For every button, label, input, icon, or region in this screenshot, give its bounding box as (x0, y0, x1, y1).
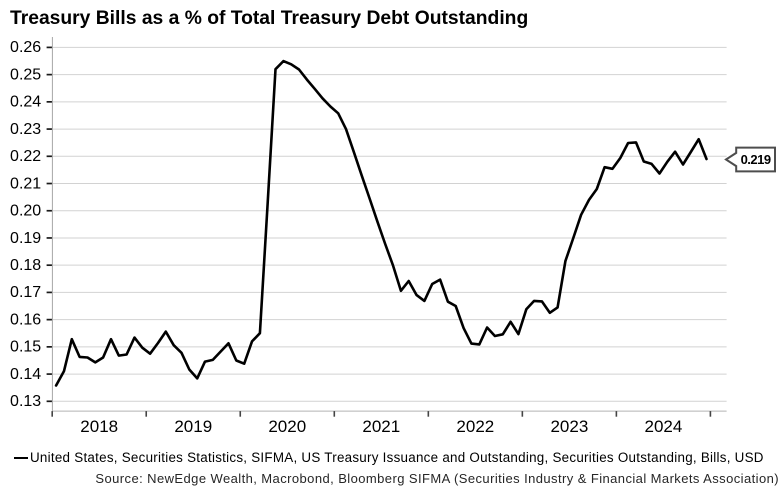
svg-text:0.22: 0.22 (10, 148, 41, 165)
svg-text:2024: 2024 (644, 417, 682, 436)
svg-text:0.24: 0.24 (10, 94, 41, 111)
svg-text:0.18: 0.18 (10, 257, 41, 274)
svg-text:2021: 2021 (362, 417, 400, 436)
svg-text:0.15: 0.15 (10, 339, 41, 356)
svg-text:0.20: 0.20 (10, 203, 41, 220)
svg-text:0.14: 0.14 (10, 366, 41, 383)
svg-text:2022: 2022 (456, 417, 494, 436)
svg-text:0.17: 0.17 (10, 284, 41, 301)
svg-text:0.219: 0.219 (741, 152, 771, 167)
svg-text:0.21: 0.21 (10, 175, 41, 192)
svg-text:0.23: 0.23 (10, 121, 41, 138)
svg-text:2018: 2018 (80, 417, 118, 436)
svg-text:0.16: 0.16 (10, 311, 41, 328)
svg-text:2020: 2020 (268, 417, 306, 436)
svg-text:0.19: 0.19 (10, 230, 41, 247)
svg-text:0.13: 0.13 (10, 393, 41, 410)
svg-text:2019: 2019 (174, 417, 212, 436)
svg-text:0.26: 0.26 (10, 39, 41, 56)
svg-text:2023: 2023 (550, 417, 588, 436)
svg-text:0.25: 0.25 (10, 66, 41, 83)
